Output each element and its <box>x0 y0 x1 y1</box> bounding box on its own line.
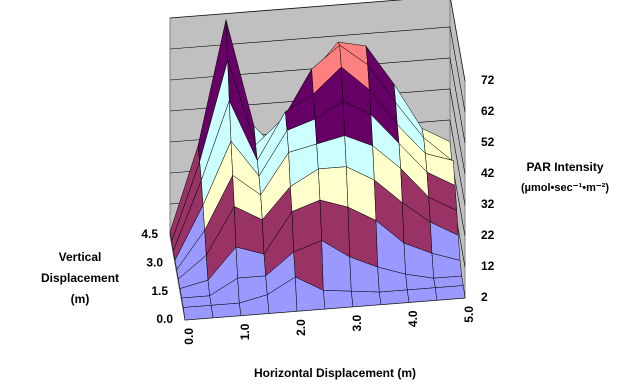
x-tick-label: 1.0 <box>238 323 252 340</box>
z-tick-label: 12 <box>481 259 495 273</box>
y-axis-title: (m) <box>71 292 90 306</box>
y-axis-title: Displacement <box>41 271 119 285</box>
z-axis-title: PAR Intensity <box>526 160 603 174</box>
z-tick-label: 32 <box>481 197 495 211</box>
surface-face <box>351 290 382 308</box>
x-tick-label: 4.0 <box>406 310 420 327</box>
grid-line <box>169 119 466 206</box>
grid-line <box>169 26 466 113</box>
surface-face <box>379 289 410 305</box>
surface-face <box>211 302 242 319</box>
y-tick-label: 4.5 <box>141 227 158 241</box>
x-tick-label: 3.0 <box>350 314 364 331</box>
y-tick-label: 0.0 <box>156 312 173 326</box>
y-axis-title: Vertical <box>59 250 102 264</box>
z-tick-label: 2 <box>481 290 488 304</box>
x-tick-label: 0.0 <box>182 328 196 345</box>
y-tick-label: 1.5 <box>151 284 168 298</box>
surface-face <box>435 285 466 301</box>
grid-line <box>169 57 466 144</box>
x-axis-title: Horizontal Displacement (m) <box>254 366 416 380</box>
y-tick-label: 3.0 <box>146 256 163 270</box>
z-tick-label: 22 <box>481 228 495 242</box>
z-tick-label: 52 <box>481 135 495 149</box>
grid-line <box>169 0 466 82</box>
surface-face <box>323 290 354 310</box>
z-tick-label: 72 <box>481 73 495 87</box>
z-axis-title: (µmol•sec⁻¹•m⁻²) <box>521 182 609 194</box>
x-tick-label: 5.0 <box>462 306 476 323</box>
x-tick-label: 2.0 <box>294 319 308 336</box>
z-tick-label: 42 <box>481 166 495 180</box>
surface-face <box>407 287 438 303</box>
z-tick-label: 62 <box>481 104 495 118</box>
surface-face <box>183 305 214 321</box>
grid-line <box>169 88 466 175</box>
